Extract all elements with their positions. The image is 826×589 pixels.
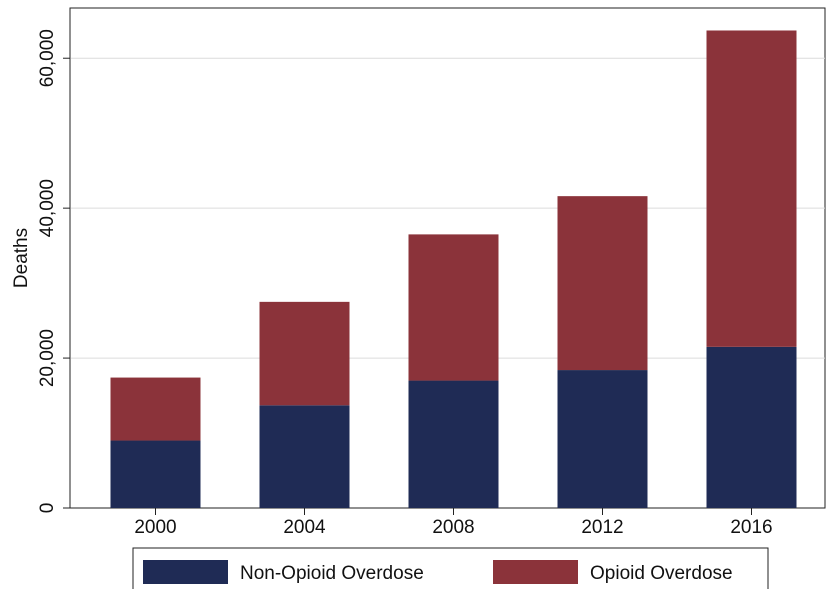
bar-segment bbox=[259, 405, 350, 508]
x-tick-label: 2012 bbox=[581, 517, 623, 538]
x-tick-label: 2004 bbox=[283, 517, 326, 538]
bar-segment bbox=[408, 234, 499, 381]
bar-segment bbox=[408, 380, 499, 508]
y-tick-label: 20,000 bbox=[37, 329, 58, 387]
bar-segment bbox=[110, 377, 201, 441]
x-tick-label: 2008 bbox=[432, 517, 474, 538]
y-tick-label: 0 bbox=[37, 503, 58, 514]
bar-segment bbox=[706, 346, 797, 508]
y-axis-label: Deaths bbox=[11, 228, 32, 288]
y-tick-label: 40,000 bbox=[37, 179, 58, 237]
legend-box bbox=[132, 547, 769, 589]
x-tick-label: 2016 bbox=[730, 517, 772, 538]
bar-segment bbox=[557, 370, 648, 508]
y-tick-label: 60,000 bbox=[37, 29, 58, 87]
bar-segment bbox=[259, 301, 350, 406]
bar-segment bbox=[557, 196, 648, 371]
legend-swatch bbox=[143, 560, 228, 584]
legend-label: Opioid Overdose bbox=[590, 563, 733, 584]
bar-segment bbox=[706, 30, 797, 347]
legend-label: Non-Opioid Overdose bbox=[240, 563, 424, 584]
x-tick-label: 2000 bbox=[134, 517, 176, 538]
legend-swatch bbox=[493, 560, 578, 584]
bar-segment bbox=[110, 440, 201, 508]
